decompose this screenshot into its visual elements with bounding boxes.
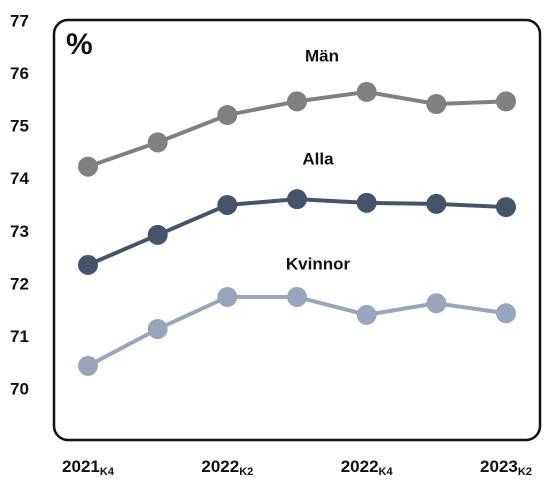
data-point <box>217 286 238 307</box>
series-label: Alla <box>302 149 334 168</box>
data-point <box>287 189 307 210</box>
data-point <box>287 91 307 112</box>
x-tick-label: 2022K2 <box>201 457 253 477</box>
data-point <box>356 81 377 102</box>
x-tick-label: 2022K4 <box>341 457 394 477</box>
data-point <box>147 319 168 340</box>
y-tick-label: 77 <box>10 11 29 30</box>
data-point <box>496 303 516 324</box>
series-label: Män <box>305 46 339 65</box>
data-point <box>217 105 238 126</box>
y-tick-label: 72 <box>10 274 29 293</box>
data-point <box>496 197 516 218</box>
series-label: Kvinnor <box>286 254 351 273</box>
data-point <box>147 132 168 153</box>
x-tick-label: 2021K4 <box>62 457 115 477</box>
data-point <box>78 254 98 275</box>
y-tick-label: 73 <box>10 222 29 241</box>
y-tick-label: 76 <box>10 64 29 83</box>
x-tick-label: 2023K2 <box>480 457 532 477</box>
y-tick-label: 74 <box>10 169 29 188</box>
data-point <box>426 193 447 214</box>
unit-label: % <box>66 28 93 61</box>
data-point <box>356 304 377 325</box>
data-point <box>217 194 238 215</box>
data-point <box>78 355 98 376</box>
data-point <box>426 293 447 314</box>
data-point <box>78 156 98 177</box>
y-tick-label: 75 <box>10 117 29 136</box>
plot-frame <box>52 18 542 442</box>
data-point <box>147 224 168 245</box>
data-point <box>287 286 307 307</box>
data-point <box>426 94 447 115</box>
y-tick-label: 70 <box>10 380 29 399</box>
data-point <box>496 91 516 112</box>
y-tick-label: 71 <box>10 327 29 346</box>
data-point <box>356 192 377 213</box>
